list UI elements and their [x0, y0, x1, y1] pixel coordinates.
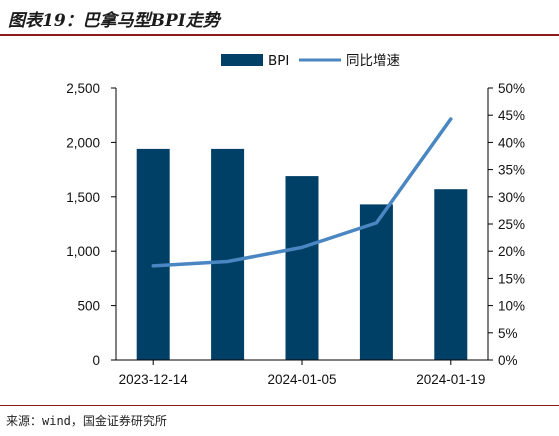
right-tick-label-8: 40% — [498, 135, 525, 150]
right-tick-label-7: 35% — [498, 163, 525, 178]
right-tick-label-0: 0% — [498, 353, 518, 368]
right-tick-label-10: 50% — [498, 81, 525, 96]
x-tick-label-2: 2024-01-19 — [416, 372, 485, 387]
right-tick-label-5: 25% — [498, 217, 525, 232]
source-note: 来源：wind，国金证券研究所 — [6, 414, 167, 428]
legend-swatch-bpi — [221, 54, 263, 66]
bar-bpi-1 — [211, 148, 245, 360]
bar-bpi-0 — [136, 148, 170, 360]
left-tick-label-4: 2,000 — [66, 135, 100, 150]
left-tick-label-3: 1,500 — [66, 190, 100, 205]
left-tick-label-0: 0 — [92, 353, 100, 368]
legend-label-yoy: 同比增速 — [346, 53, 400, 69]
left-tick-label-2: 1,000 — [66, 244, 100, 259]
right-tick-label-1: 5% — [498, 326, 518, 341]
bar-bpi-2 — [285, 176, 319, 360]
right-tick-label-2: 10% — [498, 299, 525, 314]
bar-bpi-4 — [434, 189, 468, 360]
left-tick-label-5: 2,500 — [66, 81, 100, 96]
title-divider — [0, 34, 559, 36]
chart-title: 图表19：巴拿马型BPI走势 — [8, 11, 220, 31]
legend: BPI 同比增速 — [221, 53, 400, 69]
bar-bpi-3 — [359, 204, 393, 360]
right-tick-label-6: 30% — [498, 190, 525, 205]
legend-label-bpi: BPI — [268, 53, 289, 69]
left-tick-label-1: 500 — [77, 299, 100, 314]
plot-area: 0 500 1,000 1,500 2,000 2,500 0% 5% 10% 15% 20% 25%… — [66, 81, 525, 387]
x-tick-label-0: 2023-12-14 — [119, 372, 189, 387]
right-tick-label-4: 20% — [498, 244, 525, 259]
right-tick-label-3: 15% — [498, 271, 525, 286]
chart: BPI 同比增速 0 500 1,000 1,500 2,000 2,500 0% 5% 10%… — [66, 53, 525, 387]
footer-divider — [0, 405, 559, 406]
x-tick-label-1: 2024-01-05 — [267, 372, 336, 387]
right-tick-label-9: 45% — [498, 108, 525, 123]
